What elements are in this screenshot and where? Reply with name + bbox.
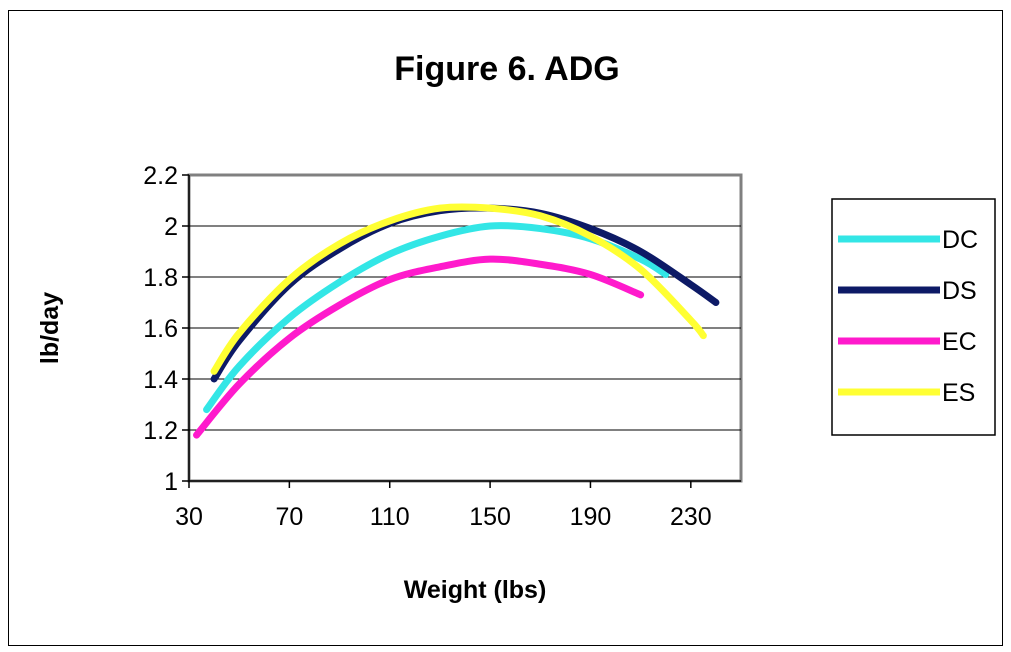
- y-tick-label: 1.8: [143, 264, 178, 292]
- y-axis-label: lb/day: [36, 292, 64, 364]
- y-tick-label: 1.2: [143, 417, 178, 445]
- x-tick-label: 70: [275, 503, 303, 531]
- x-tick-label: 190: [570, 503, 612, 531]
- y-tick-label: 1.4: [143, 366, 178, 394]
- x-axis: 30 70 110 150 190 230: [175, 480, 741, 531]
- series-lines: [193, 203, 720, 439]
- x-tick-label: 30: [175, 503, 203, 531]
- x-tick-label: 110: [370, 503, 410, 531]
- y-tick-label: 1.6: [143, 315, 178, 343]
- legend-label-es: ES: [942, 379, 975, 407]
- legend: DC DS EC ES: [831, 198, 996, 436]
- x-tick-label: 230: [670, 503, 712, 531]
- legend-label-ds: DS: [942, 277, 977, 305]
- y-tick-label: 1: [164, 468, 178, 496]
- y-axis: 1 1.2 1.4 1.6 1.8 2 2.2: [143, 162, 190, 496]
- series-line-ec: [193, 255, 645, 439]
- legend-label-dc: DC: [942, 226, 978, 254]
- x-axis-label: Weight (lbs): [404, 576, 547, 604]
- series-line-es: [210, 203, 707, 375]
- y-tick-label: 2.2: [143, 162, 178, 190]
- x-tick-label: 150: [469, 503, 511, 531]
- chart-title: Figure 6. ADG: [394, 50, 619, 88]
- legend-label-ec: EC: [942, 328, 977, 356]
- y-tick-label: 2: [164, 213, 178, 241]
